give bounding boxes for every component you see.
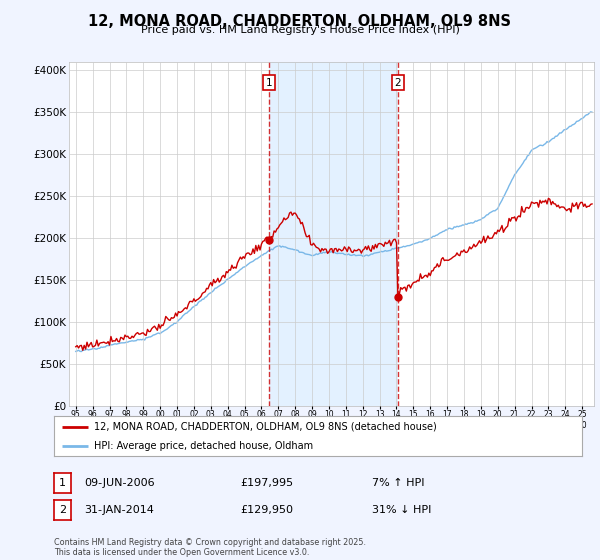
Text: Contains HM Land Registry data © Crown copyright and database right 2025.
This d: Contains HM Land Registry data © Crown c… (54, 538, 366, 557)
Text: 1: 1 (59, 478, 66, 488)
Text: 2: 2 (59, 505, 66, 515)
Text: 12, MONA ROAD, CHADDERTON, OLDHAM, OL9 8NS (detached house): 12, MONA ROAD, CHADDERTON, OLDHAM, OL9 8… (94, 422, 436, 432)
Text: 31-JAN-2014: 31-JAN-2014 (84, 505, 154, 515)
Text: HPI: Average price, detached house, Oldham: HPI: Average price, detached house, Oldh… (94, 441, 313, 450)
Text: £129,950: £129,950 (240, 505, 293, 515)
Text: 09-JUN-2006: 09-JUN-2006 (84, 478, 155, 488)
Text: 7% ↑ HPI: 7% ↑ HPI (372, 478, 425, 488)
Text: 31% ↓ HPI: 31% ↓ HPI (372, 505, 431, 515)
Text: 1: 1 (266, 78, 272, 87)
Text: 2: 2 (395, 78, 401, 87)
Text: Price paid vs. HM Land Registry's House Price Index (HPI): Price paid vs. HM Land Registry's House … (140, 25, 460, 35)
Text: £197,995: £197,995 (240, 478, 293, 488)
Bar (269, 62, 398, 406)
Text: 12, MONA ROAD, CHADDERTON, OLDHAM, OL9 8NS: 12, MONA ROAD, CHADDERTON, OLDHAM, OL9 8… (89, 14, 511, 29)
